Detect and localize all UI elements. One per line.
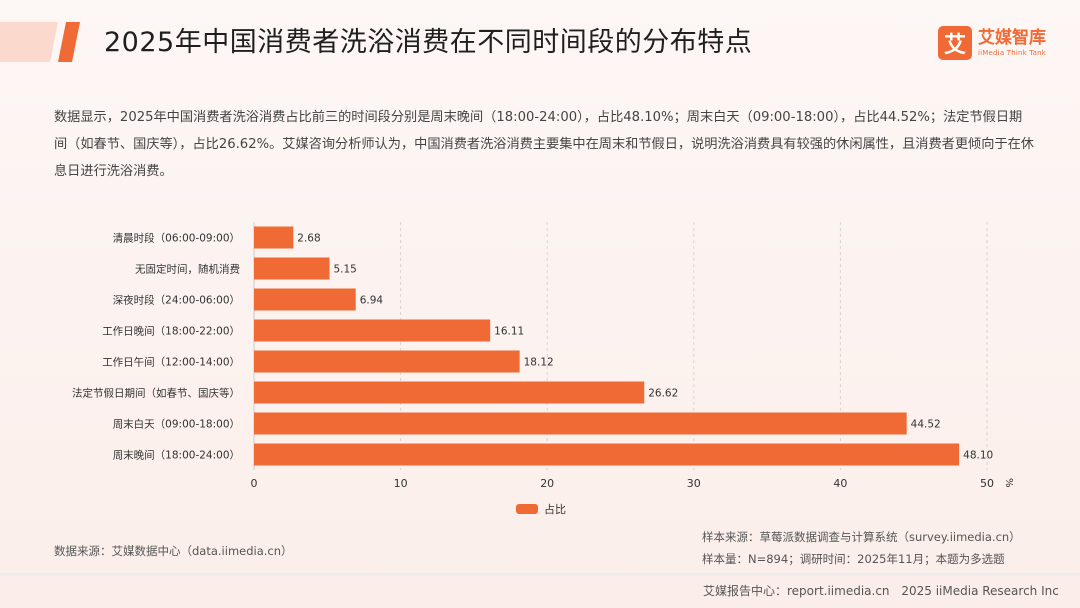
bar: [254, 288, 356, 311]
category-label: 工作日晚间（18:00-22:00）: [102, 325, 240, 338]
category-label: 法定节假日期间（如春节、国庆等）: [72, 387, 240, 400]
x-tick-label: 40: [833, 477, 847, 490]
value-label: 48.10: [963, 450, 993, 462]
bar: [254, 381, 645, 404]
category-label: 深夜时段（24:00-06:00）: [113, 294, 240, 307]
page-title: 2025年中国消费者洗浴消费在不同时间段的分布特点: [104, 27, 753, 58]
brand-logo: 艾 艾媒智库 iiMedia Think Tank: [938, 24, 1046, 62]
logo-subtitle: iiMedia Think Tank: [978, 48, 1047, 57]
header-accent-stripes: [0, 22, 80, 62]
value-label: 2.68: [297, 233, 320, 245]
bar: [254, 319, 491, 342]
bar: [254, 412, 907, 435]
legend-label: 占比: [544, 502, 566, 516]
sample-source: 样本来源：草莓派数据调查与计算系统（survey.iimedia.cn）: [702, 530, 1021, 544]
value-label: 5.15: [333, 264, 356, 276]
bar: [254, 226, 294, 249]
category-label: 工作日午间（12:00-14:00）: [102, 356, 240, 369]
sample-size: 样本量：N=894；调研时间：2025年11月；本题为多选题: [702, 552, 1005, 566]
category-label: 清晨时段（06:00-09:00）: [113, 232, 240, 245]
sample-info: 样本来源：草莓派数据调查与计算系统（survey.iimedia.cn） 样本量…: [702, 526, 1021, 570]
x-tick-label: 0: [251, 477, 258, 490]
logo-name: 艾媒智库: [978, 27, 1046, 48]
footer-report-link[interactable]: 艾媒报告中心：report.iimedia.cn: [703, 584, 890, 598]
bar: [254, 257, 330, 280]
value-label: 26.62: [648, 388, 678, 400]
summary-text: 数据显示，2025年中国消费者洗浴消费占比前三的时间段分别是周末晚间（18:00…: [54, 110, 1034, 179]
footer-divider: [0, 573, 1080, 576]
bar: [254, 350, 520, 373]
x-axis-unit: %: [1003, 478, 1014, 488]
category-label: 周末晚间（18:00-24:00）: [113, 449, 240, 462]
value-label: 16.11: [494, 326, 524, 338]
logo-icon: 艾: [938, 26, 972, 60]
category-label: 无固定时间，随机消费: [135, 263, 240, 276]
value-label: 18.12: [524, 357, 554, 369]
footer: 艾媒报告中心：report.iimedia.cn 2025 iiMedia Re…: [703, 582, 1067, 599]
footer-copyright: 2025 iiMedia Research Inc: [901, 584, 1059, 598]
value-label: 6.94: [360, 295, 384, 307]
category-label: 周末白天（09:00-18:00）: [113, 418, 240, 431]
x-tick-label: 30: [687, 477, 701, 490]
data-source: 数据来源：艾媒数据中心（data.iimedia.cn）: [54, 544, 293, 558]
value-label: 44.52: [911, 419, 941, 431]
x-tick-label: 50: [980, 477, 994, 490]
legend-swatch: [516, 504, 538, 514]
x-tick-label: 20: [540, 477, 554, 490]
bar: [254, 443, 960, 466]
x-tick-label: 10: [394, 477, 408, 490]
